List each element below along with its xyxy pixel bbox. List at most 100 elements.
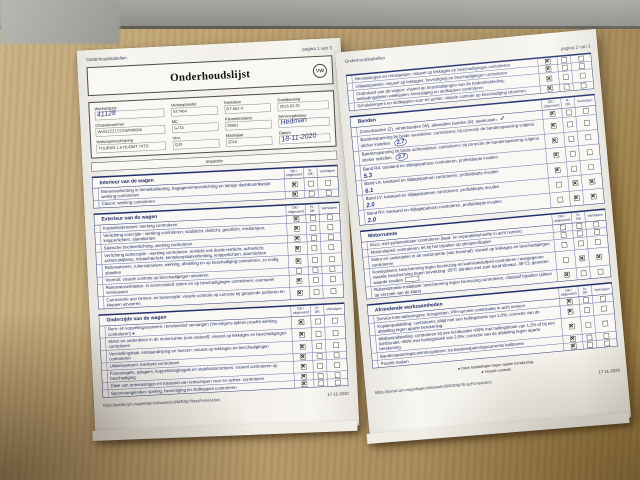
checkbox-cell [582,340,597,349]
info-field: VInr. QJ0 [172,134,220,150]
checkbox-cell [287,242,308,256]
checkbox-ok [545,65,552,72]
checkbox-cell [578,144,601,161]
checkbox-not-ok [316,363,323,369]
checkbox-ok [546,75,553,82]
checkbox-cell [558,70,573,84]
checkbox-ok [294,245,301,252]
checkbox-verholpen [326,214,333,221]
checkbox-ok [547,85,553,92]
vw-logo-icon: VW [312,63,328,79]
checkbox-ok [295,267,302,274]
column-header: N. OK [560,97,575,109]
info-field: Chassisnummer WVGZZZ1TZGW049088 [95,120,166,137]
column-header: OK / uitgevoerd [285,204,306,216]
checkbox-cell [560,317,582,336]
checkbox-not-ok [563,84,570,91]
checkbox-ok [300,373,307,380]
column-header: N. OK [304,203,319,215]
info-field: Verkoopmodel 5T7464 [171,101,218,117]
checkbox-cell [312,352,327,360]
info-field: Werkordernr. 41128 [94,103,165,121]
checkbox-cell [596,338,618,348]
checkbox-ok [562,256,569,263]
checkbox-not-ok [576,230,583,237]
checklist-section: Banden OK / uitgevoerd N. OK Verholpen Zomerba… [349,93,605,226]
checkbox-not-ok [562,74,569,81]
checkbox-ok [544,58,551,65]
checkbox-ok [561,242,568,248]
checkbox-cell [284,190,305,199]
column-header: OK / uitgevoerd [283,167,304,179]
checkbox-ok [560,232,567,239]
checkbox-cell [317,176,339,190]
info-field: Datum 18-11-2020 [279,128,331,145]
checkbox-cell [581,173,603,190]
checkbox-cell [294,380,314,389]
checkbox-cell [292,340,313,354]
checkbox-not-ok [569,150,576,157]
info-field-value: 88881 [225,119,272,131]
handwritten-entry: 2.7 [393,137,408,148]
info-field-value: GJTA [171,122,219,134]
page2-sections: Remleidingen en remslangen: visueel op l… [345,52,618,369]
checkbox-not-ok [565,109,572,116]
checkbox-not-ok [561,64,568,71]
column-header: N. OK [309,304,324,316]
checkbox-cell [323,314,345,328]
checkbox-not-ok [310,235,317,241]
checkbox-verholpen [585,134,592,141]
checkbox-cell [587,247,610,267]
checkbox-verholpen [334,379,341,386]
checkbox-cell [563,341,584,351]
info-field: Goedkeuring 2016-02-01 [277,95,329,112]
checkbox-verholpen [582,107,589,114]
checkbox-ok [567,308,574,315]
checkbox-verholpen [580,82,587,89]
doc-header-label: Onderhoudstabellen [86,55,127,63]
checklist-section: Interieur van de wagen OK / uitgevoerd N. OK… [91,164,340,209]
checkbox-cell [593,313,616,333]
checkbox-cell [324,326,346,340]
checkbox-verholpen [590,193,597,200]
checkbox-cell [562,116,577,133]
checkbox-cell [305,221,320,235]
checkbox-cell [308,273,323,287]
checkbox-cell [549,191,571,208]
column-header: N. OK [577,285,592,297]
vehicle-info-table: Werkordernr. 41128 Verkoopmodel 5T7464 Kente… [88,90,337,159]
checkbox-ok [563,271,570,278]
checkbox-ok [295,258,302,264]
checkbox-ok [300,353,306,360]
checkbox-verholpen [333,342,339,349]
checkbox-not-ok [308,180,314,187]
checkbox-verholpen [593,229,600,236]
checkbox-ok [554,167,561,174]
checkbox-ok [553,152,560,159]
title-box: Onderhoudslijst VW [86,55,334,97]
checkbox-verholpen [332,330,339,336]
checkbox-cell [308,266,322,274]
info-field-value: 5T7464 [171,105,218,117]
checkbox-cell [548,176,569,193]
checkbox-verholpen [328,256,335,263]
checkbox-cell [306,234,321,242]
checkbox-cell [567,175,583,192]
checkbox-verholpen [333,352,340,359]
checkbox-cell [293,360,314,374]
checkbox-verholpen [603,340,610,347]
checkbox-cell [289,286,310,300]
checkbox-verholpen [578,62,585,69]
checkbox-not-ok [317,380,324,387]
checkbox-ok [570,343,577,350]
checkbox-not-ok [573,195,580,202]
checkbox-verholpen [329,276,336,282]
checkbox-cell [320,252,342,266]
checkbox-ok [566,298,573,305]
checkbox-cell [291,328,312,342]
checkbox-ok [549,110,556,117]
checkbox-not-ok [311,244,317,251]
checkbox-verholpen [594,238,601,245]
checkbox-cell [304,189,319,198]
